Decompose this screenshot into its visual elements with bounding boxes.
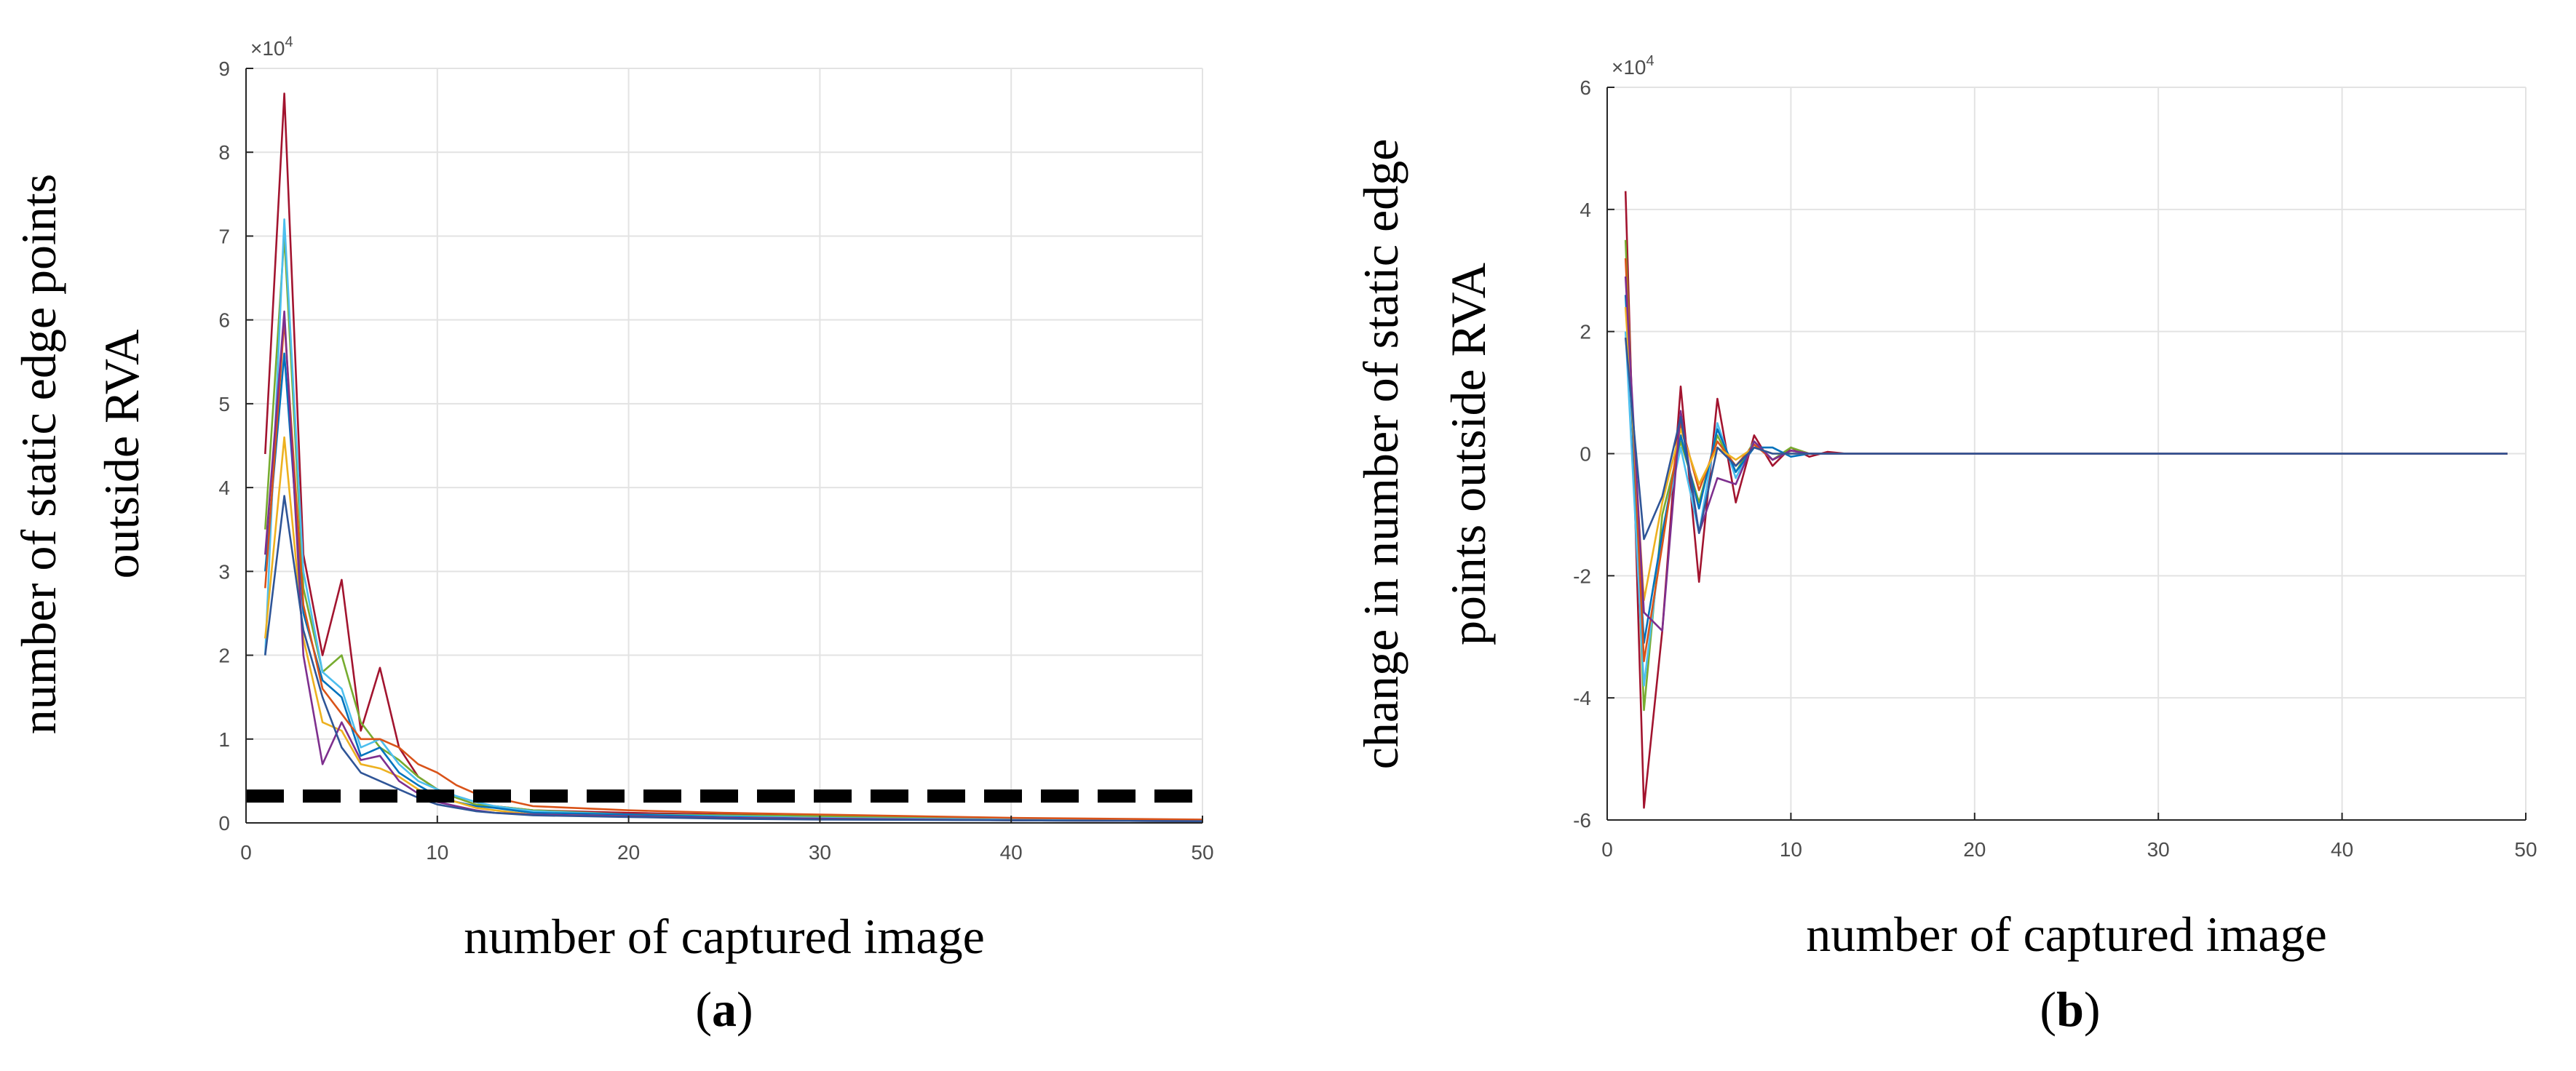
chart-b: 0 10 20 30 40 50 -6 -4 -2 0 2 4 6 ×104 number of captu…: [1353, 53, 2537, 1037]
y-tick-label: 9: [218, 57, 230, 80]
x-axis-label: number of captured image: [464, 909, 985, 964]
y-exponent-power: 4: [285, 34, 293, 50]
x-tick-label: 20: [617, 841, 640, 864]
y-tick-label: 6: [218, 309, 230, 332]
subfigure-caption: (b): [2040, 982, 2100, 1037]
y-tick-label: 0: [218, 812, 230, 835]
y-tick-label: 2: [218, 645, 230, 667]
x-tick-label: 0: [1601, 838, 1613, 861]
y-tick-label: -4: [1573, 687, 1591, 709]
x-tick-label: 30: [2147, 838, 2170, 861]
y-tick-label: 8: [218, 141, 230, 164]
y-tick-label: 6: [1580, 76, 1591, 99]
series-line-5: [264, 319, 1203, 821]
x-tick-label: 10: [1780, 838, 1802, 861]
y-exponent-label: ×104: [1612, 53, 1654, 79]
series-line-8: [264, 495, 1203, 822]
y-tick-label: -6: [1573, 809, 1591, 832]
x-tick-label: 40: [2331, 838, 2353, 861]
x-tick-label: 40: [1000, 841, 1023, 864]
x-axis-label: number of captured image: [1806, 907, 2327, 962]
plot-area: [246, 68, 1202, 823]
y-tick-label: 7: [218, 225, 230, 247]
series-line-8: [1624, 337, 2508, 541]
y-tick-label: 5: [218, 393, 230, 415]
y-axis-label-line-2: outside RVA: [94, 330, 149, 579]
y-axis-label-line-1: change in number of static edge: [1353, 139, 1408, 770]
x-tick-label: 50: [1191, 841, 1213, 864]
y-tick-label: 1: [218, 728, 230, 751]
y-axis-label-line-1: number of static edge points: [11, 174, 66, 734]
y-axis-label-line-2: points outside RVA: [1440, 263, 1496, 645]
y-tick-label: -2: [1573, 565, 1591, 587]
caption-letter: a: [712, 982, 737, 1037]
subfigure-caption: (a): [695, 982, 753, 1037]
y-tick-label: 4: [1580, 199, 1591, 221]
y-exponent-label: ×104: [250, 34, 293, 60]
x-tick-label: 10: [426, 841, 448, 864]
y-tick-label: 2: [1580, 321, 1591, 343]
caption-letter: b: [2056, 982, 2084, 1037]
x-tick-label: 20: [1963, 838, 1986, 861]
x-tick-label: 0: [240, 841, 252, 864]
x-tick-label: 30: [809, 841, 831, 864]
chart-a: 0 10 20 30 40 50 0 1 2 3 4 5 6 7 8 9 ×104 number of captu…: [11, 34, 1214, 1037]
y-tick-label: 3: [218, 560, 230, 583]
y-tick-label: 4: [218, 477, 230, 499]
x-tick-label: 50: [2514, 838, 2537, 861]
y-tick-label: 0: [1580, 443, 1591, 466]
y-exponent-power: 4: [1646, 53, 1654, 69]
